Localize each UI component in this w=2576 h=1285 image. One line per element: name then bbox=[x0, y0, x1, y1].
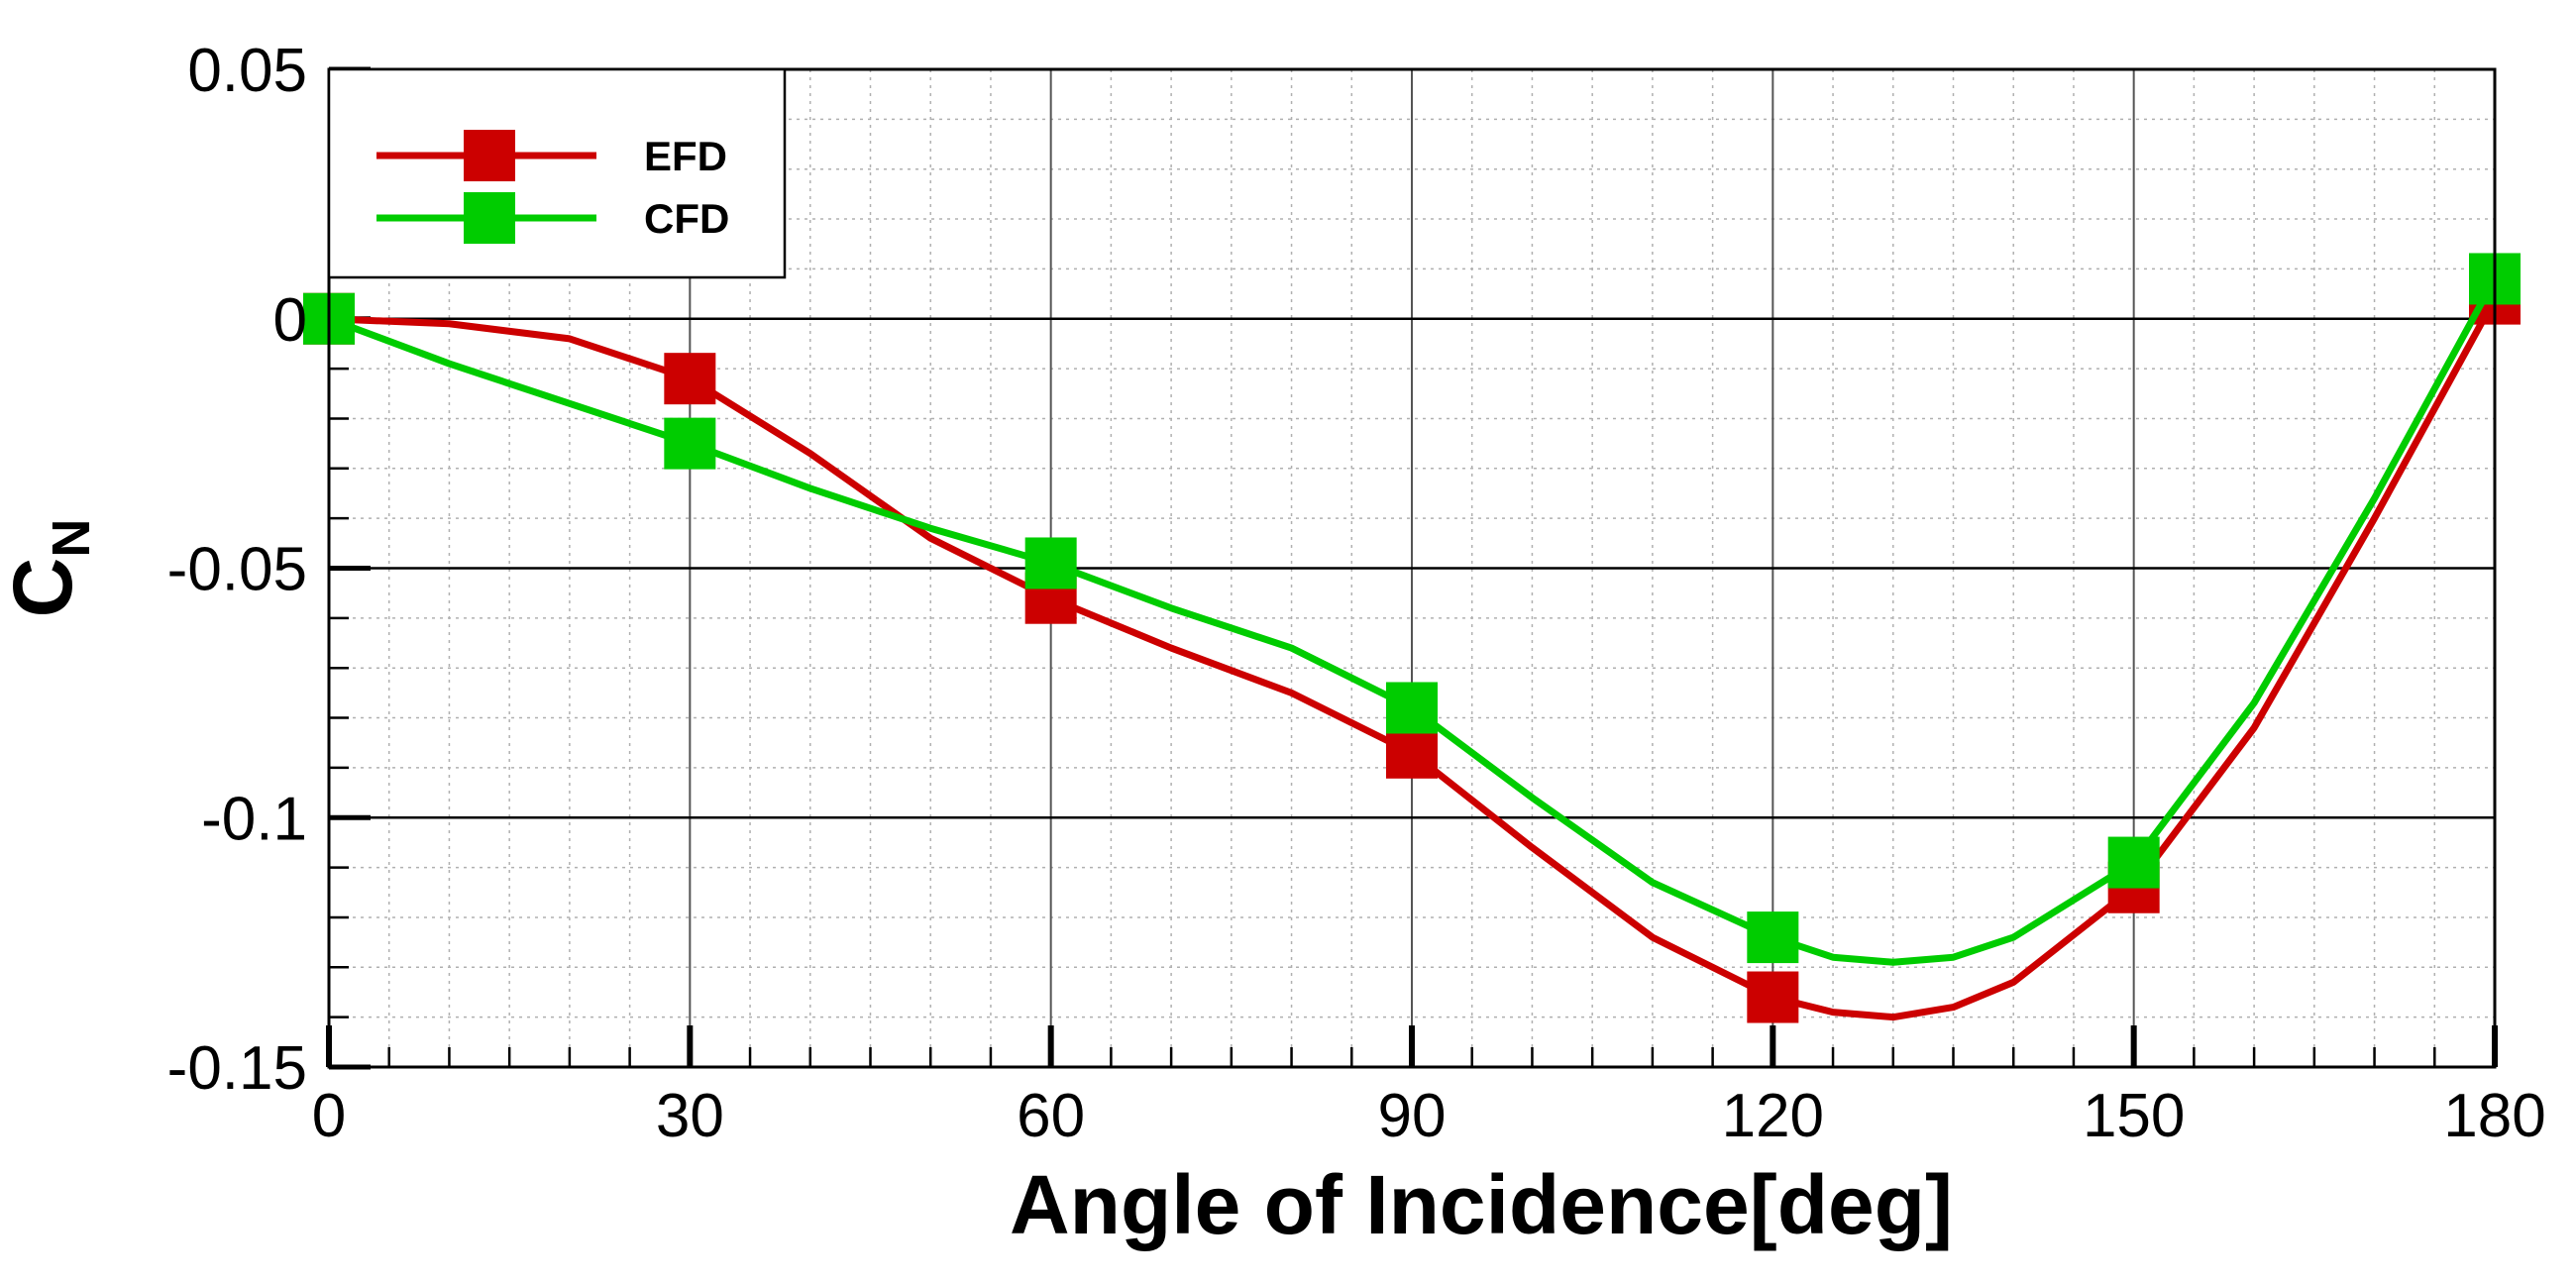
y-axis-title-main: C bbox=[0, 558, 89, 618]
data-marker-efd bbox=[664, 353, 716, 405]
legend-entry-cfd: CFD bbox=[376, 192, 729, 244]
y-tick-label: 0 bbox=[273, 286, 307, 355]
data-marker-cfd bbox=[1386, 682, 1438, 734]
data-marker-efd bbox=[1386, 726, 1438, 779]
x-tick-label: 60 bbox=[1017, 1082, 1085, 1150]
y-tick-label: -0.1 bbox=[201, 785, 307, 853]
legend-label-efd: EFD bbox=[644, 133, 727, 179]
y-tick-label: 0.05 bbox=[187, 37, 307, 105]
x-tick-label: 30 bbox=[656, 1082, 724, 1150]
legend-box bbox=[327, 67, 787, 279]
data-marker-efd bbox=[1747, 971, 1799, 1023]
legend-entry-efd: EFD bbox=[376, 130, 727, 181]
series-layer bbox=[303, 253, 2521, 1023]
x-tick-label: 0 bbox=[312, 1082, 346, 1150]
x-axis-title: Angle of Incidence[deg] bbox=[1010, 1158, 1953, 1251]
x-tick-label: 90 bbox=[1378, 1082, 1447, 1150]
y-tick-label: -0.05 bbox=[167, 536, 307, 604]
x-tick-label: 120 bbox=[1722, 1082, 1824, 1150]
data-marker-cfd bbox=[1747, 911, 1799, 964]
legend: EFD CFD bbox=[327, 67, 787, 279]
series-cfd bbox=[303, 253, 2521, 966]
y-tick-label: -0.15 bbox=[167, 1034, 307, 1103]
y-axis-title: CN bbox=[0, 519, 101, 618]
y-tick-labels: 0.05 0 -0.05 -0.1 -0.15 bbox=[167, 37, 307, 1103]
series-line-efd bbox=[325, 295, 2499, 1021]
y-axis-title-subscript: N bbox=[42, 519, 101, 558]
data-marker-cfd bbox=[2107, 836, 2160, 889]
data-marker-cfd bbox=[664, 417, 716, 470]
legend-marker-cfd bbox=[464, 192, 515, 244]
x-tick-label: 180 bbox=[2443, 1082, 2545, 1150]
series-line-cfd bbox=[325, 274, 2499, 966]
legend-label-cfd: CFD bbox=[644, 195, 729, 242]
plot-frame bbox=[327, 67, 2497, 1069]
legend-marker-efd bbox=[464, 130, 515, 181]
x-tick-label: 150 bbox=[2083, 1082, 2185, 1150]
data-marker-cfd bbox=[1024, 537, 1077, 589]
x-tick-labels: 0 30 60 90 120 150 180 bbox=[312, 1082, 2546, 1150]
